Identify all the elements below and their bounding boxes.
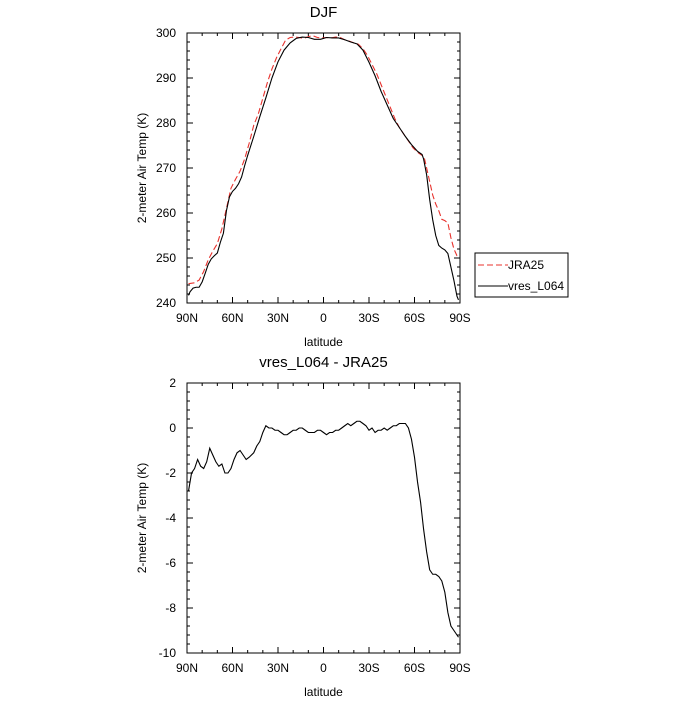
x-tick-label: 90S: [449, 311, 470, 325]
x-tick-label: 60S: [404, 311, 425, 325]
x-tick-label: 30S: [358, 661, 379, 675]
y-tick-label: 290: [156, 71, 176, 85]
y-axis-label: 2-meter Air Temp (K): [135, 463, 149, 573]
x-tick-label: 0: [320, 311, 327, 325]
x-tick-label: 90N: [176, 311, 198, 325]
legend-label: JRA25: [508, 258, 544, 272]
legend-label: vres_L064: [508, 279, 564, 293]
series-line-difference: [187, 420, 459, 638]
y-tick-label: 2: [169, 376, 176, 390]
chart-title: vres_L064 - JRA25: [259, 354, 387, 371]
x-tick-label: 90N: [176, 661, 198, 675]
y-axis-label: 2-meter Air Temp (K): [135, 113, 149, 223]
y-tick-label: 240: [156, 296, 176, 310]
y-tick-label: 280: [156, 116, 176, 130]
x-tick-label: 60S: [404, 661, 425, 675]
x-tick-label: 60N: [221, 661, 243, 675]
series-line-jra25: [188, 35, 459, 285]
x-axis-label: latitude: [304, 685, 343, 699]
y-tick-label: 250: [156, 251, 176, 265]
series-line-vres-l064: [188, 36, 459, 301]
x-tick-label: 60N: [221, 311, 243, 325]
y-tick-label: -2: [165, 466, 176, 480]
plot-frame: [186, 382, 461, 654]
y-tick-label: -10: [159, 646, 177, 660]
x-axis-label: latitude: [304, 335, 343, 349]
x-tick-label: 90S: [449, 661, 470, 675]
x-tick-label: 30S: [358, 311, 379, 325]
y-tick-label: 260: [156, 206, 176, 220]
y-tick-label: -6: [165, 556, 176, 570]
plot-frame: [186, 32, 461, 304]
chart-title: DJF: [310, 4, 338, 21]
y-tick-label: 270: [156, 161, 176, 175]
bottom-panel-difference: 90N 60N 30N 0 30S 60S 90S -10 -8 -6 -4 -2 0 2 vres_L06…: [135, 354, 471, 699]
x-tick-label: 0: [320, 661, 327, 675]
y-tick-label: 0: [169, 421, 176, 435]
x-tick-label: 30N: [267, 661, 289, 675]
y-tick-label: -4: [165, 511, 176, 525]
legend-box: [474, 252, 569, 298]
y-tick-label: -8: [165, 601, 176, 615]
y-tick-label: 300: [156, 26, 176, 40]
x-tick-label: 30N: [267, 311, 289, 325]
top-panel-djf: 90N 60N 30N 0 30S 60S 90S 240 250 260 270 280 290 300…: [135, 4, 569, 349]
